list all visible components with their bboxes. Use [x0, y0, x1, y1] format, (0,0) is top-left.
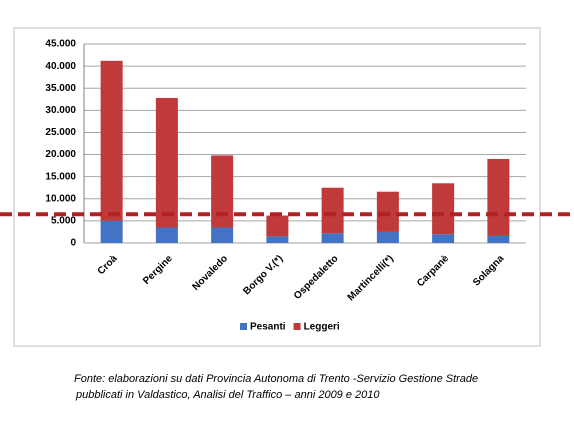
x-tick-label: Borgo V.(*) — [241, 253, 285, 297]
y-tick-label: 30.000 — [45, 105, 76, 116]
y-tick-label: 0 — [70, 238, 76, 249]
y-tick-label: 25.000 — [45, 127, 76, 138]
source-note: pubblicati in Valdastico, Analisi del Tr… — [75, 389, 380, 401]
bar-segment — [321, 233, 344, 243]
y-tick-label: 15.000 — [45, 171, 76, 182]
bar-segment — [155, 97, 178, 228]
legend-swatch — [240, 323, 247, 330]
bar-segment — [211, 155, 234, 228]
bar-segment — [321, 187, 344, 234]
bar-segment — [211, 227, 234, 243]
legend-label: Leggeri — [304, 322, 340, 333]
x-tick-label: Croà — [96, 253, 120, 277]
x-tick-label: Novaledo — [191, 253, 231, 293]
bar-segment — [100, 220, 123, 243]
y-tick-label: 45.000 — [45, 39, 76, 50]
y-tick-label: 10.000 — [45, 193, 76, 204]
x-tick-label: Carpanè — [415, 253, 451, 289]
source-note: Fonte: elaborazioni su dati Provincia Au… — [74, 373, 478, 385]
legend-label: Pesanti — [250, 322, 286, 333]
bar-segment — [100, 60, 123, 221]
bar-segment — [266, 215, 289, 237]
bar-segment — [376, 191, 399, 232]
y-tick-label: 5.000 — [51, 216, 76, 227]
legend-swatch — [293, 323, 301, 330]
y-tick-label: 35.000 — [45, 83, 76, 94]
bar-segment — [487, 235, 510, 243]
bar-segment — [432, 183, 455, 235]
x-tick-label: Solagna — [471, 253, 507, 289]
y-tick-label: 40.000 — [45, 61, 76, 72]
bar-segment — [266, 236, 289, 243]
y-tick-label: 20.000 — [45, 149, 76, 160]
x-tick-label: Ospedaletto — [292, 253, 341, 302]
x-tick-label: Martincelli(*) — [346, 253, 396, 303]
chart-frame — [13, 27, 541, 347]
x-tick-label: Pergine — [141, 253, 175, 287]
bar-segment — [432, 234, 455, 243]
bar-segment — [487, 158, 510, 236]
bar-segment — [376, 231, 399, 243]
bar-segment — [155, 227, 178, 243]
